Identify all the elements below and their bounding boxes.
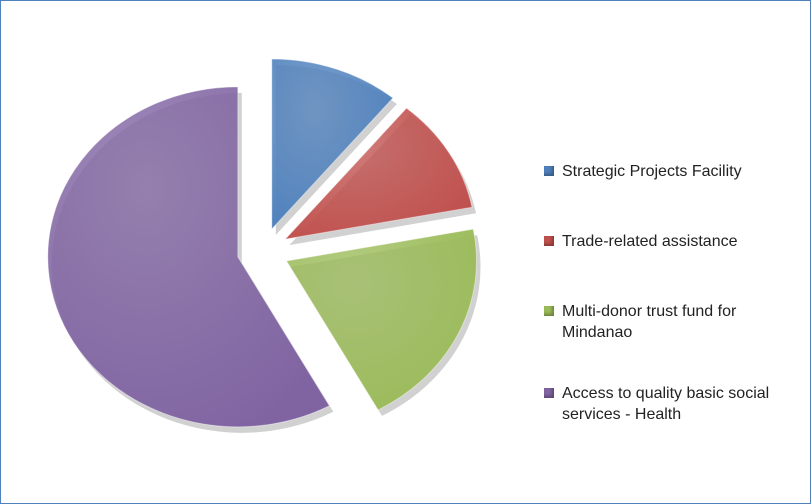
pie-slice [284,107,473,240]
legend-item: Trade-related assistance [544,231,804,252]
legend-label: Trade-related assistance [562,233,738,250]
legend-label: Access to quality basic social services … [562,385,770,423]
legend-label: Multi-donor trust fund for Mindanao [562,303,737,341]
legend-swatch [544,166,554,176]
legend-item: Access to quality basic social services … [544,383,804,425]
pie-area [47,58,481,433]
pie-slice [285,228,478,411]
pie-slice [47,86,331,428]
legend-item: Multi-donor trust fund for Mindanao [544,301,804,343]
legend-item: Strategic Projects Facility [544,161,804,182]
legend-swatch [544,236,554,246]
pie-slice [271,58,394,231]
legend-label: Strategic Projects Facility [562,163,742,180]
legend-swatch [544,388,554,398]
legend-swatch [544,306,554,316]
